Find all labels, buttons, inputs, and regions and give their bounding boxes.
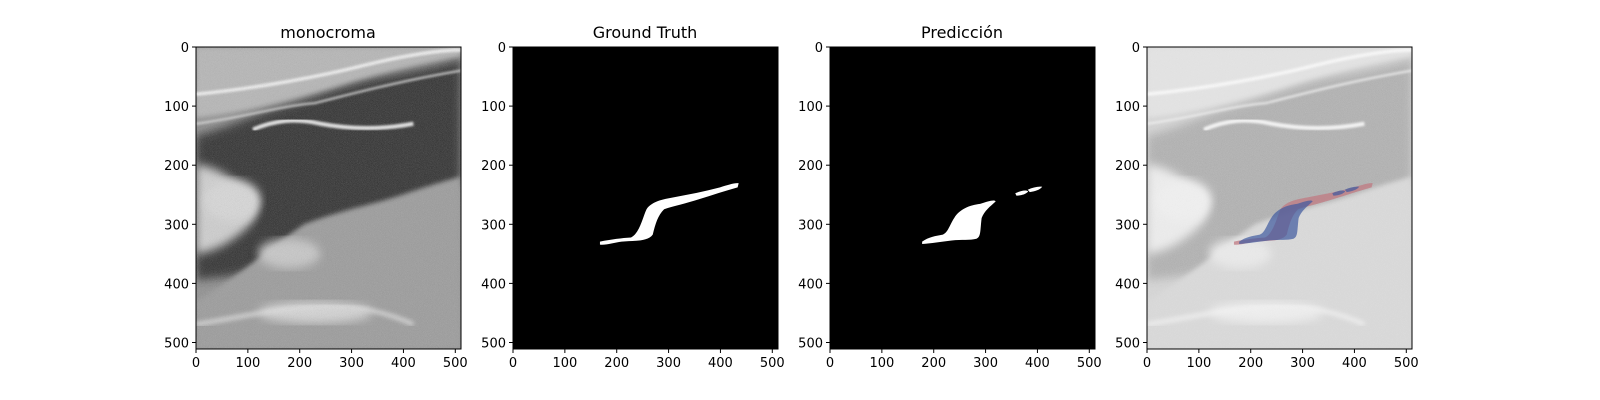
x-tick-label: 200 — [921, 356, 946, 371]
x-tick-label: 500 — [1394, 356, 1419, 371]
y-tick-label: 300 — [798, 218, 823, 233]
y-tick-label: 200 — [798, 159, 823, 174]
overlay-image — [1147, 47, 1412, 349]
y-tick-label: 0 — [815, 41, 823, 56]
panel-title-prediccion: Predicción — [921, 23, 1003, 42]
x-tick-label: 100 — [869, 356, 894, 371]
x-tick-label: 400 — [708, 356, 733, 371]
y-tick-label: 400 — [1115, 277, 1140, 292]
x-tick-label: 300 — [1290, 356, 1315, 371]
y-tick-label: 500 — [481, 336, 506, 351]
x-tick-label: 200 — [604, 356, 629, 371]
y-tick-label: 500 — [164, 336, 189, 351]
axes-frame — [829, 46, 1096, 350]
y-tick-label: 0 — [498, 41, 506, 56]
panel-monocroma: monocroma 0 100 200 300 400 50001002003004005… — [164, 23, 468, 371]
x-tick-label: 100 — [1186, 356, 1211, 371]
panel-prediccion: Predicción 0 100 200 300 400 5000100200300400… — [798, 23, 1102, 371]
panel-title-monocroma: monocroma — [280, 23, 376, 42]
y-tick-label: 100 — [798, 100, 823, 115]
ground-truth-mask — [513, 47, 778, 349]
x-tick-label: 0 — [1143, 356, 1151, 371]
x-tick-label: 500 — [760, 356, 785, 371]
y-tick-label: 300 — [1115, 218, 1140, 233]
x-tick-label: 100 — [235, 356, 260, 371]
y-tick-label: 500 — [798, 336, 823, 351]
y-tick-label: 0 — [181, 41, 189, 56]
x-tick-label: 300 — [339, 356, 364, 371]
x-tick-label: 0 — [826, 356, 834, 371]
x-tick-label: 500 — [1077, 356, 1102, 371]
x-tick-label: 400 — [391, 356, 416, 371]
y-tick-label: 400 — [798, 277, 823, 292]
x-tick-label: 0 — [192, 356, 200, 371]
panel-title-ground-truth: Ground Truth — [593, 23, 698, 42]
x-tick-label: 200 — [287, 356, 312, 371]
y-tick-label: 400 — [481, 277, 506, 292]
axes-frame — [1146, 46, 1413, 350]
prediction-mask — [830, 47, 1095, 349]
x-tick-label: 0 — [509, 356, 517, 371]
y-tick-label: 200 — [164, 159, 189, 174]
y-tick-label: 100 — [481, 100, 506, 115]
y-tick-label: 500 — [1115, 336, 1140, 351]
y-tick-label: 100 — [164, 100, 189, 115]
panel-ground-truth: Ground Truth 0 100 200 300 400 50001002003004… — [481, 23, 785, 371]
x-tick-label: 200 — [1238, 356, 1263, 371]
x-tick-label: 100 — [552, 356, 577, 371]
x-tick-label: 300 — [973, 356, 998, 371]
y-tick-label: 400 — [164, 277, 189, 292]
ultrasound-image — [196, 47, 461, 349]
y-tick-label: 300 — [481, 218, 506, 233]
x-tick-label: 500 — [443, 356, 468, 371]
y-tick-label: 100 — [1115, 100, 1140, 115]
x-tick-label: 300 — [656, 356, 681, 371]
y-tick-label: 200 — [481, 159, 506, 174]
axes-frame — [195, 46, 462, 350]
x-tick-label: 400 — [1342, 356, 1367, 371]
y-tick-label: 300 — [164, 218, 189, 233]
axes-frame — [512, 46, 779, 350]
y-tick-label: 0 — [1132, 41, 1140, 56]
x-tick-label: 400 — [1025, 356, 1050, 371]
y-tick-label: 200 — [1115, 159, 1140, 174]
